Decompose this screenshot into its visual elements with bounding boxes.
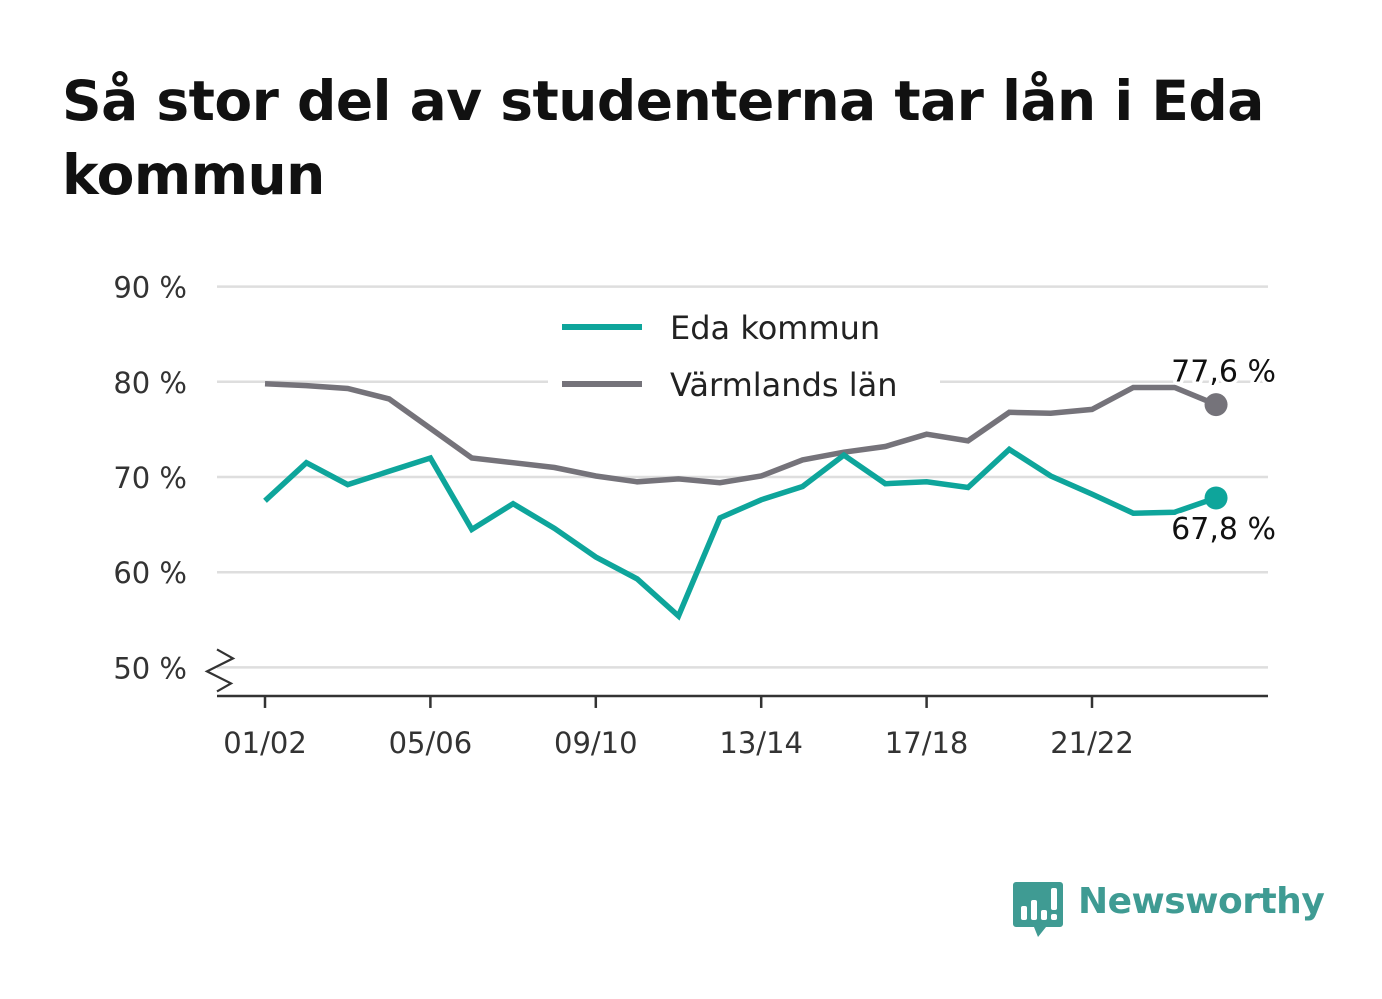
x-tick-label: 05/06 xyxy=(389,726,473,760)
chart-title: Så stor del av studenterna tar lån i Eda… xyxy=(62,69,1264,207)
brand-logo: Newsworthy xyxy=(1012,880,1325,940)
newsworthy-logo-icon xyxy=(1013,882,1063,937)
y-tick-label: 60 % xyxy=(113,556,187,590)
series-lines xyxy=(263,380,1218,621)
series-line-eda-kommun xyxy=(263,445,1217,621)
end-value-label: 77,6 % xyxy=(1171,355,1276,390)
legend: Eda kommun Värmlands län xyxy=(548,301,940,421)
x-axis: 01/02 05/06 09/10 13/14 17/18 21/22 xyxy=(217,694,1268,760)
y-tick-label: 50 % xyxy=(113,651,187,685)
y-tick-label: 70 % xyxy=(113,461,187,495)
legend-label: Värmlands län xyxy=(670,366,898,404)
y-tick-label: 80 % xyxy=(113,366,187,400)
end-value-label: 67,8 % xyxy=(1171,512,1276,547)
axis-break-icon xyxy=(204,648,236,693)
x-tick-label: 21/22 xyxy=(1050,726,1134,760)
y-tick-label: 90 % xyxy=(113,271,187,305)
x-tick-label: 09/10 xyxy=(554,726,638,760)
end-labels: 67,8 % 77,6 % xyxy=(1168,351,1280,550)
series-line-varmlands-lan xyxy=(264,380,1218,486)
brand-name: Newsworthy xyxy=(1078,881,1325,922)
legend-label: Eda kommun xyxy=(670,309,880,347)
x-tick-label: 01/02 xyxy=(223,726,307,760)
end-point-marker xyxy=(1204,393,1228,417)
x-tick-label: 17/18 xyxy=(885,726,969,760)
legend-background xyxy=(548,301,940,421)
y-axis: 50 % 60 % 70 % 80 % 90 % xyxy=(113,271,236,693)
end-point-marker xyxy=(1204,486,1228,510)
x-tick-label: 13/14 xyxy=(719,726,803,760)
